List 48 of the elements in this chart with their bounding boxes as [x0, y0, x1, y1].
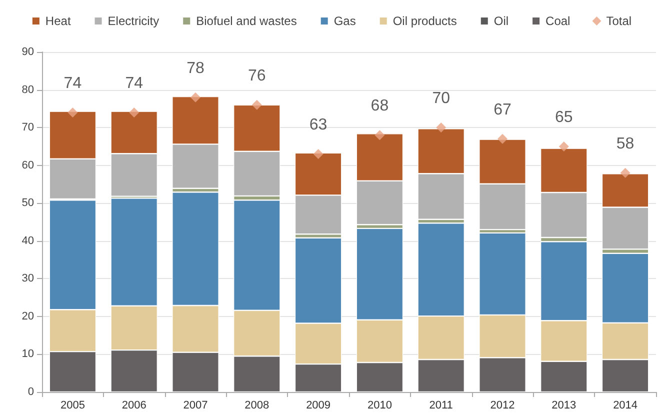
y-tick-label: 70 [22, 122, 34, 134]
data-label: 68 [370, 98, 389, 115]
y-tick-label: 20 [22, 310, 34, 322]
legend-label: Coal [546, 14, 570, 28]
legend-label: Electricity [108, 14, 160, 28]
x-tick-label: 2009 [306, 400, 331, 412]
point [436, 122, 446, 133]
point [129, 107, 140, 118]
point [252, 100, 262, 110]
y-tick-label: 10 [22, 348, 34, 360]
data-label: 63 [309, 116, 328, 134]
y-tick-label: 40 [22, 234, 34, 247]
data-label: 74 [64, 74, 82, 92]
x-tick-label: 2008 [244, 400, 270, 412]
data-label: 74 [125, 74, 144, 92]
x-tick-label: 2011 [429, 400, 453, 412]
legend-label: Oil [494, 14, 509, 28]
data-label: 58 [616, 135, 634, 152]
legend-label: Oil products [392, 14, 457, 28]
legend-label: Total [606, 14, 632, 28]
x-tick-label: 2013 [552, 400, 576, 412]
legend-label: Gas [334, 14, 356, 28]
point [558, 141, 569, 152]
x-tick-label: 2014 [613, 400, 638, 412]
point [68, 107, 78, 118]
point [374, 130, 385, 140]
x-tick-label: 2005 [60, 400, 85, 412]
x-tick-label: 2006 [122, 400, 146, 412]
y-tick-label: 0 [28, 386, 34, 398]
y-tick-label: 80 [22, 84, 34, 96]
legend-label: Heat [45, 14, 72, 28]
data-label: 78 [186, 60, 204, 77]
y-tick-label: 30 [22, 272, 34, 285]
x-tick-label: 2010 [367, 400, 392, 412]
data-label: 70 [432, 90, 450, 108]
point [313, 149, 324, 159]
point [620, 168, 630, 178]
data-label: 76 [248, 67, 266, 84]
point [190, 92, 200, 102]
y-tick-label: 90 [22, 46, 34, 58]
data-label: 65 [555, 108, 573, 126]
x-tick-label: 2012 [490, 400, 515, 412]
x-tick-label: 2007 [183, 400, 208, 412]
y-tick-label: 50 [22, 197, 34, 210]
legend-label: Biofuel and wastes [196, 14, 297, 28]
y-tick-label: 60 [22, 159, 34, 172]
point [498, 134, 508, 144]
data-label: 67 [494, 101, 512, 118]
